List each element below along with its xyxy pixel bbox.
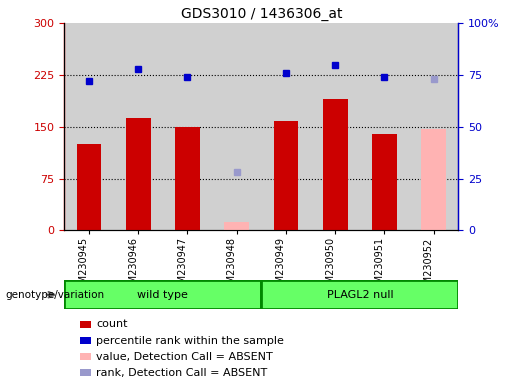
Bar bbox=[323, 99, 348, 230]
Bar bbox=[261, 280, 458, 309]
Text: value, Detection Call = ABSENT: value, Detection Call = ABSENT bbox=[96, 352, 273, 362]
Bar bbox=[175, 127, 200, 230]
Text: percentile rank within the sample: percentile rank within the sample bbox=[96, 336, 284, 346]
Bar bbox=[311, 23, 360, 230]
Bar bbox=[77, 144, 101, 230]
Bar bbox=[360, 23, 409, 230]
Text: PLAGL2 null: PLAGL2 null bbox=[327, 290, 393, 300]
Bar bbox=[163, 23, 212, 230]
Text: count: count bbox=[96, 319, 128, 329]
Bar bbox=[421, 129, 446, 230]
Text: wild type: wild type bbox=[138, 290, 188, 300]
Text: genotype/variation: genotype/variation bbox=[5, 290, 104, 300]
Bar bbox=[273, 121, 298, 230]
Bar bbox=[225, 222, 249, 230]
Bar bbox=[64, 23, 114, 230]
Bar bbox=[372, 134, 397, 230]
Bar bbox=[126, 118, 150, 230]
Title: GDS3010 / 1436306_at: GDS3010 / 1436306_at bbox=[181, 7, 342, 21]
Text: rank, Detection Call = ABSENT: rank, Detection Call = ABSENT bbox=[96, 368, 268, 378]
Bar bbox=[409, 23, 458, 230]
Bar bbox=[64, 280, 261, 309]
Bar bbox=[114, 23, 163, 230]
Bar bbox=[212, 23, 261, 230]
Bar bbox=[261, 23, 311, 230]
